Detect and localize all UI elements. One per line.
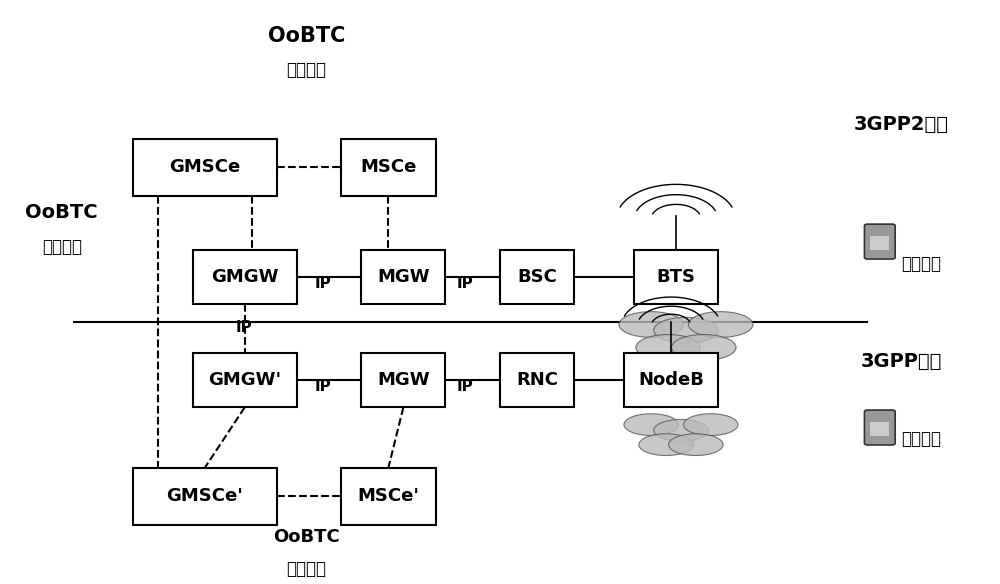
Text: OoBTC: OoBTC xyxy=(268,26,345,46)
Ellipse shape xyxy=(654,317,718,343)
Bar xyxy=(133,468,277,525)
FancyBboxPatch shape xyxy=(864,224,895,259)
Text: MSCe': MSCe' xyxy=(357,487,419,505)
Text: IP: IP xyxy=(315,379,332,394)
Bar xyxy=(624,353,718,408)
Text: IP: IP xyxy=(457,379,474,394)
Text: 带外协商: 带外协商 xyxy=(287,561,327,578)
Text: NodeB: NodeB xyxy=(638,371,704,390)
Text: GMGW: GMGW xyxy=(211,268,278,286)
Text: OoBTC: OoBTC xyxy=(273,529,340,546)
Text: IP: IP xyxy=(457,276,474,291)
Ellipse shape xyxy=(636,335,700,360)
Text: GMSCe: GMSCe xyxy=(169,158,241,176)
Text: 移动终端: 移动终端 xyxy=(901,255,941,273)
Text: RNC: RNC xyxy=(516,371,558,390)
FancyBboxPatch shape xyxy=(864,410,895,445)
Bar xyxy=(341,468,436,525)
Bar xyxy=(500,250,574,304)
Bar xyxy=(870,237,889,251)
Text: IP: IP xyxy=(236,320,253,335)
Text: GMGW': GMGW' xyxy=(208,371,281,390)
Ellipse shape xyxy=(619,312,683,338)
Ellipse shape xyxy=(683,413,738,436)
Ellipse shape xyxy=(672,335,736,360)
Ellipse shape xyxy=(688,312,753,338)
Text: 3GPP2系统: 3GPP2系统 xyxy=(854,115,949,134)
Text: 带外协商: 带外协商 xyxy=(287,61,327,79)
Bar xyxy=(193,250,297,304)
Bar xyxy=(634,250,718,304)
Text: MGW: MGW xyxy=(377,371,430,390)
Text: MGW: MGW xyxy=(377,268,430,286)
Text: MSCe: MSCe xyxy=(360,158,417,176)
Bar xyxy=(870,422,889,436)
Bar xyxy=(361,353,445,408)
Bar xyxy=(133,138,277,196)
Text: 3GPP系统: 3GPP系统 xyxy=(861,352,942,371)
Text: BSC: BSC xyxy=(517,268,557,286)
Ellipse shape xyxy=(654,419,708,442)
Ellipse shape xyxy=(624,413,678,436)
Text: 移动终端: 移动终端 xyxy=(901,430,941,448)
Bar xyxy=(341,138,436,196)
Ellipse shape xyxy=(639,434,693,456)
Ellipse shape xyxy=(669,434,723,456)
Text: GMSCe': GMSCe' xyxy=(167,487,243,505)
Text: OoBTC: OoBTC xyxy=(25,203,98,223)
Text: 带外协商: 带外协商 xyxy=(42,238,82,256)
Text: IP: IP xyxy=(315,276,332,291)
Bar xyxy=(361,250,445,304)
Text: BTS: BTS xyxy=(657,268,696,286)
Bar xyxy=(193,353,297,408)
Bar xyxy=(500,353,574,408)
